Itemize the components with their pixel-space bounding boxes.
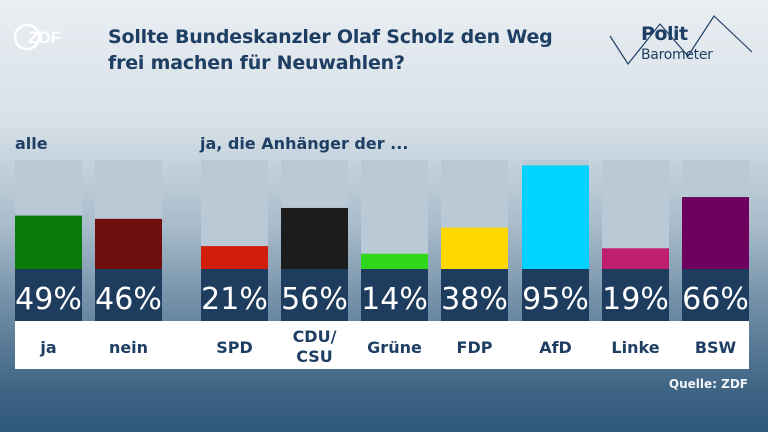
brand-word-barometer: Barometer	[641, 47, 713, 63]
value-label-box	[281, 269, 348, 321]
category-label: SPD	[216, 338, 253, 357]
category-label: Linke	[611, 338, 659, 357]
bar	[682, 197, 749, 269]
value-label: 46%	[95, 282, 162, 317]
value-label: 21%	[201, 282, 268, 317]
value-label-box	[95, 269, 162, 321]
chart-title-line1: Sollte Bundeskanzler Olaf Scholz den Weg	[108, 26, 553, 48]
zdf-logo: ZDF	[14, 23, 61, 51]
brand-word-polit: Polit	[641, 23, 688, 45]
bar	[441, 227, 508, 269]
bar	[201, 246, 268, 269]
bar	[361, 253, 428, 269]
category-label: CDU/	[293, 327, 337, 346]
value-label-box	[201, 269, 268, 321]
category-label-strip	[15, 321, 749, 369]
category-label: FDP	[457, 338, 493, 357]
politbarometer-zigzag-icon	[609, 15, 753, 66]
bar	[602, 248, 669, 269]
category-label: CSU	[296, 347, 333, 366]
bar	[95, 218, 162, 269]
value-label-box	[361, 269, 428, 321]
value-label: 56%	[281, 282, 348, 317]
category-label: Grüne	[367, 338, 422, 357]
value-label-box	[441, 269, 508, 321]
category-label: AfD	[539, 338, 572, 357]
source-note: Quelle: ZDF	[668, 377, 748, 391]
value-label-box	[522, 269, 589, 321]
value-label: 49%	[15, 282, 82, 317]
bar	[15, 215, 82, 269]
value-label-box	[15, 269, 82, 321]
group-label-supporters: ja, die Anhänger der ...	[200, 134, 409, 153]
group-label-all: alle	[15, 134, 48, 153]
chart-title: Sollte Bundeskanzler Olaf Scholz den Weg…	[108, 24, 588, 76]
bar	[281, 207, 348, 269]
value-label: 95%	[522, 282, 589, 317]
value-label: 38%	[441, 282, 508, 317]
value-label: 14%	[361, 282, 428, 317]
zdf-logo-text: ZDF	[28, 28, 61, 47]
category-label: ja	[39, 338, 56, 357]
bar-track	[361, 160, 428, 269]
value-label: 66%	[682, 282, 749, 317]
politbarometer-logo: Polit Barometer	[604, 12, 754, 72]
value-label-box	[602, 269, 669, 321]
value-label-box	[682, 269, 749, 321]
bar	[522, 165, 589, 269]
value-label: 19%	[602, 282, 669, 317]
category-label: nein	[109, 338, 148, 357]
chart-title-line2: frei machen für Neuwahlen?	[108, 52, 405, 74]
category-label: BSW	[695, 338, 737, 357]
